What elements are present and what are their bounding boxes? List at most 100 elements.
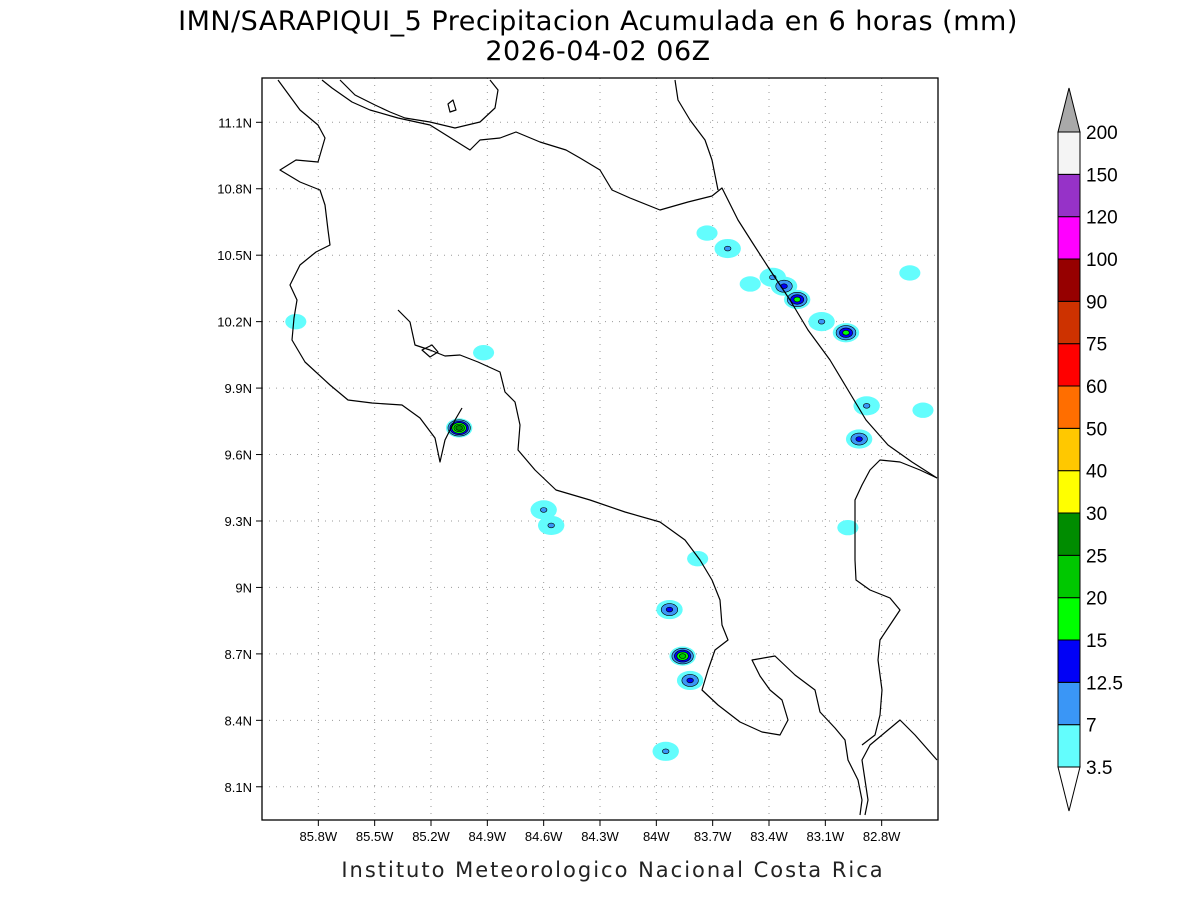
map-area[interactable]: 85.8W 85.5W 85.2W 84.9W 84.6W 84.3W 84W 83.7W 83…: [217, 77, 939, 844]
precip-contour: [665, 606, 674, 613]
colorbar-label: 20: [1086, 589, 1107, 610]
precip-contour: [540, 507, 548, 513]
colorbar-label: 100: [1086, 250, 1118, 271]
colorbar-swatch: [1057, 216, 1081, 260]
y-tick-label: 9.6N: [225, 448, 252, 463]
colorbar-swatch: [1057, 639, 1081, 683]
precip-cell: [285, 313, 307, 330]
colorbar-label: 150: [1086, 165, 1118, 186]
precip-contour: [899, 265, 921, 281]
precip-cell: [473, 344, 495, 361]
precip-cell: [652, 741, 679, 761]
precip-contour: [285, 313, 307, 330]
colorbar-label: 3.5: [1086, 758, 1112, 779]
colorbar: 3.5 7 12.5 15 20 25 30 40 50 60 75 90 100 120 150 200: [1057, 87, 1123, 812]
y-tick-label: 9.3N: [225, 514, 252, 529]
precip-contour: [739, 276, 761, 292]
y-tick-label: 8.7N: [225, 647, 252, 662]
x-tick-label: 83.1W: [807, 829, 845, 844]
precip-cell: [696, 225, 718, 241]
precip-contour: [793, 296, 801, 303]
precip-cell: [530, 500, 557, 520]
precip-contour: [724, 245, 732, 252]
colorbar-under-arrow: [1057, 766, 1081, 812]
precip-cell: [714, 238, 741, 259]
precip-cell: [676, 670, 704, 691]
x-tick-label: 85.5W: [356, 829, 394, 844]
longitude-axis: 85.8W 85.5W 85.2W 84.9W 84.6W 84.3W 84W 83.7W 83…: [300, 820, 901, 844]
precip-cell: [912, 402, 934, 418]
map-gridlines: [262, 78, 938, 820]
precip-contour: [686, 677, 694, 684]
precip-cell: [808, 312, 835, 332]
precip-cell: [687, 550, 709, 567]
colorbar-swatch: [1057, 343, 1081, 387]
colorbar-swatch: [1057, 681, 1081, 726]
precip-contour: [455, 425, 463, 431]
precip-cell: [656, 599, 683, 620]
y-tick-label: 8.1N: [225, 780, 252, 795]
latitude-axis: 11.1N 10.8N 10.5N 10.2N 9.9N 9.6N 9.3N 9N 8.7N 8.…: [217, 115, 262, 795]
small-island-north: [447, 99, 457, 113]
precip-contour: [687, 550, 709, 567]
precip-cell: [739, 276, 761, 292]
precip-cell: [899, 265, 921, 281]
nicaragua-coast: [277, 79, 463, 463]
y-tick-label: 8.4N: [225, 713, 252, 728]
colorbar-swatch: [1057, 131, 1081, 175]
colorbar-over-arrow: [1057, 87, 1081, 133]
northern-coast-a: [339, 79, 499, 129]
x-tick-label: 82.8W: [863, 829, 901, 844]
precip-contour: [662, 748, 670, 755]
x-tick-label: 83.7W: [694, 829, 732, 844]
caribbean-coast: [674, 79, 719, 191]
y-tick-label: 9.9N: [225, 381, 252, 396]
y-tick-label: 10.5N: [217, 248, 252, 263]
y-tick-label: 9N: [235, 580, 252, 595]
precip-contour: [473, 344, 495, 361]
precip-cell: [832, 323, 860, 343]
colorbar-label: 30: [1086, 504, 1107, 525]
x-tick-label: 84W: [643, 829, 670, 844]
y-tick-label: 10.8N: [217, 182, 252, 197]
colorbar-swatch: [1057, 724, 1081, 768]
precip-cell: [537, 515, 565, 536]
colorbar-label: 50: [1086, 419, 1107, 440]
small-lake: [421, 344, 439, 358]
map-title-line1: IMN/SARAPIQUI_5 Precipitacion Acumulada …: [178, 6, 1018, 37]
colorbar-label: 60: [1086, 377, 1107, 398]
precip-contour: [863, 403, 871, 409]
colorbar-swatch: [1057, 554, 1081, 599]
precip-cell: [783, 289, 811, 310]
coastline-outlines: [277, 79, 938, 816]
x-tick-label: 84.9W: [469, 829, 507, 844]
colorbar-label: 7: [1086, 716, 1097, 737]
x-tick-label: 85.2W: [412, 829, 450, 844]
precip-contour: [817, 318, 826, 325]
precip-contour: [696, 225, 718, 241]
colorbar-label: 75: [1086, 335, 1107, 356]
x-tick-label: 84.3W: [581, 829, 619, 844]
precip-contour: [547, 522, 555, 529]
colorbar-swatch: [1057, 300, 1081, 345]
panama-border: [854, 459, 938, 746]
osa-outline: [861, 719, 938, 816]
precip-cell: [837, 519, 859, 536]
colorbar-swatch: [1057, 470, 1081, 514]
colorbar-label: 12.5: [1086, 673, 1123, 694]
colorbar-label: 15: [1086, 631, 1107, 652]
colorbar-label: 120: [1086, 208, 1118, 229]
nicoya-coast: [397, 309, 863, 816]
colorbar-swatch: [1057, 427, 1081, 472]
x-tick-label: 83.4W: [750, 829, 788, 844]
precip-cell: [669, 646, 696, 666]
colorbar-label: 200: [1086, 123, 1118, 144]
colorbar-swatch: [1057, 597, 1081, 641]
colorbar-label: 40: [1086, 462, 1107, 483]
colorbar-swatch: [1057, 512, 1081, 556]
nicaragua-border: [321, 79, 938, 479]
x-tick-label: 84.6W: [525, 829, 563, 844]
colorbar-label: 90: [1086, 292, 1107, 313]
footer-credit: Instituto Meteorologico Nacional Costa R…: [341, 858, 884, 882]
y-tick-label: 11.1N: [218, 115, 252, 130]
